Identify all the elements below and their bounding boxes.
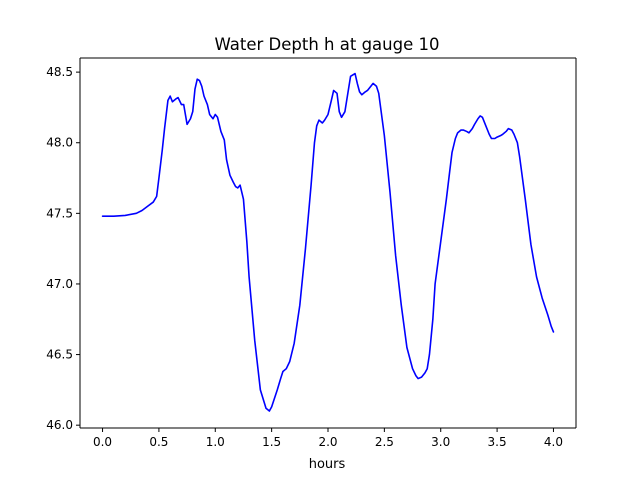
x-tick-label: 1.0 [206,435,225,449]
y-tick-label: 47.0 [46,277,73,291]
x-tick-label: 1.5 [262,435,281,449]
x-axis-label: hours [309,457,346,472]
x-tick-label: 4.0 [544,435,563,449]
x-tick-label: 0.0 [93,435,112,449]
y-tick-label: 46.0 [46,418,73,432]
chart-title: Water Depth h at gauge 10 [215,35,440,54]
y-tick-label: 46.5 [46,348,73,362]
x-tick-label: 2.5 [375,435,394,449]
y-tick-label: 48.5 [46,65,73,79]
plot-area [80,58,576,428]
x-tick-label: 0.5 [149,435,168,449]
y-tick-label: 48.0 [46,136,73,150]
x-tick-label: 2.0 [318,435,337,449]
x-tick-label: 3.0 [431,435,450,449]
series-line-0 [101,72,555,412]
x-tick-label: 3.5 [488,435,507,449]
y-tick-label: 47.5 [46,206,73,220]
